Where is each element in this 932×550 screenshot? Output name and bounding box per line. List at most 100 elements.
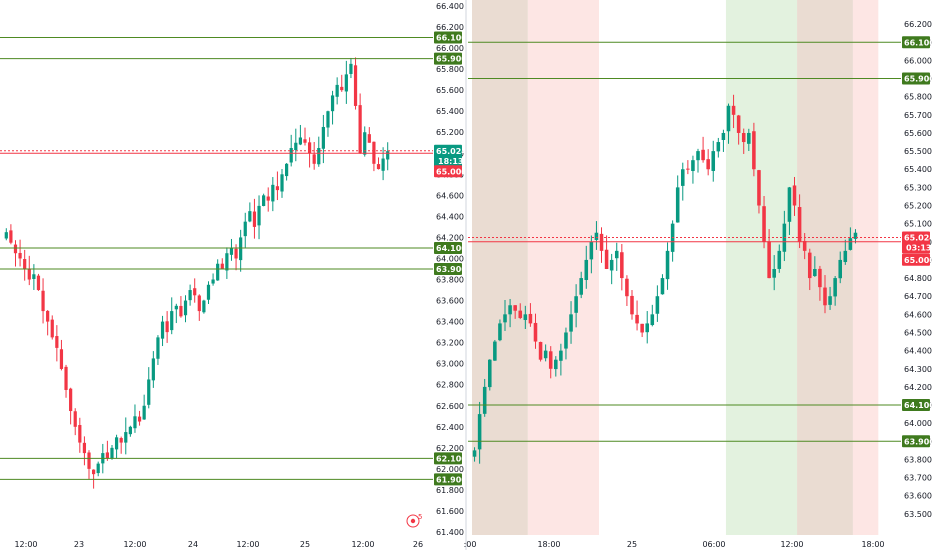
candle-body	[660, 278, 665, 295]
x-tick-label: 25	[300, 540, 310, 549]
level-price-tag	[434, 263, 462, 275]
candle-body	[64, 366, 68, 390]
candle-body	[41, 290, 45, 312]
candle-body	[160, 321, 165, 339]
candle-body	[87, 452, 91, 469]
candle-body	[206, 284, 211, 300]
candle-body	[307, 142, 312, 154]
level-price-tag-text: 61.900	[436, 475, 467, 484]
candle-body	[156, 337, 160, 359]
candle-body	[284, 163, 289, 177]
y-tick-label: 63.800	[904, 455, 932, 464]
candle-body	[358, 105, 362, 154]
candle-body	[174, 305, 178, 310]
candle-body	[680, 169, 685, 186]
candle-body	[777, 250, 782, 269]
candle-body	[691, 160, 695, 172]
y-tick-label: 66.200	[904, 20, 932, 29]
last-price-tag	[434, 144, 462, 167]
candle-body	[813, 269, 817, 277]
candle-body	[498, 323, 502, 341]
candle-body	[589, 241, 594, 260]
candle-body	[574, 296, 578, 313]
candle-body	[349, 63, 353, 74]
y-tick-label: 63.800	[436, 276, 464, 285]
candle-body	[18, 252, 22, 259]
x-tick-label: 12:00	[123, 540, 146, 549]
y-tick-label: 64.000	[436, 254, 464, 263]
y-tick-label: 65.600	[436, 86, 464, 95]
candle-body	[234, 248, 238, 259]
candle-body	[289, 148, 293, 163]
candle-body	[344, 74, 348, 92]
candle-body	[625, 278, 629, 297]
price-axis[interactable]	[901, 0, 931, 550]
candle-body	[142, 405, 146, 420]
y-tick-label: 63.200	[436, 339, 464, 348]
candle-body	[36, 275, 41, 291]
y-tick-label: 63.500	[904, 510, 932, 519]
y-tick-label: 63.400	[436, 318, 464, 327]
session-band-brown	[472, 0, 528, 535]
x-tick-label: 23	[74, 540, 84, 549]
x-tick-label: 18:00	[537, 540, 560, 549]
x-tick-label: 26	[413, 540, 423, 549]
candle-body	[326, 111, 330, 128]
y-tick-label: 65.500	[904, 147, 932, 156]
y-tick-label: 65.100	[904, 220, 932, 229]
candle-body	[650, 314, 655, 326]
candle-body	[266, 196, 270, 201]
candle-body	[741, 133, 746, 143]
candle-body	[330, 95, 335, 112]
candle-body	[823, 287, 827, 306]
candle-body	[472, 450, 477, 457]
y-tick-label: 65.800	[436, 65, 464, 74]
level-price-tag-text: 64.100	[436, 244, 467, 253]
level-price-tag	[434, 52, 462, 65]
level-price-tag-text: 65.900	[904, 75, 932, 84]
candle-body	[376, 164, 381, 170]
candle-body	[548, 351, 553, 369]
level-price-tag	[434, 31, 462, 44]
y-tick-label: 61.600	[436, 507, 464, 516]
candle-body	[594, 232, 599, 240]
candle-body	[137, 416, 142, 422]
y-tick-label: 64.800	[904, 274, 932, 283]
session-band-green	[725, 0, 798, 535]
candle-body	[59, 349, 64, 369]
candle-body	[503, 314, 507, 323]
candle-body	[381, 158, 385, 171]
level-price-tag	[902, 435, 930, 448]
candle-body	[252, 211, 257, 227]
y-tick-label: 63.000	[436, 360, 464, 369]
candle-body	[294, 142, 298, 151]
right-price-chart[interactable]: 63.500 63.600 63.700 63.800 63.900 64.000 64.1…	[464, 0, 932, 550]
candle-body	[165, 321, 169, 333]
candle-body	[170, 311, 174, 331]
candle-body	[696, 151, 700, 161]
reference-price-value: 65.000	[904, 256, 932, 265]
candle-body	[807, 252, 812, 279]
candle-body	[554, 359, 558, 370]
candle-body	[716, 142, 721, 152]
bar-countdown: 03:13	[906, 243, 931, 252]
y-tick-label: 61.800	[436, 486, 464, 495]
candle-body	[105, 452, 110, 459]
session-band-brown	[797, 0, 853, 535]
reference-price-tag	[902, 253, 930, 266]
candle-body	[271, 184, 275, 202]
candle-body	[487, 359, 492, 388]
left-price-chart[interactable]: 61.400 61.600 61.800 62.000 62.200 62.400 62.6…	[0, 0, 467, 550]
level-price-tag-text: 62.100	[436, 454, 467, 463]
candle-body	[853, 232, 858, 239]
y-tick-label: 65.600	[904, 129, 932, 138]
candle-body	[262, 195, 266, 206]
candle-body	[564, 332, 568, 349]
candle-body	[321, 126, 325, 149]
y-tick-label: 63.700	[904, 474, 932, 483]
candle-body	[838, 259, 843, 279]
candle-body	[69, 388, 73, 412]
candle-body	[188, 290, 192, 301]
candle-body	[620, 252, 624, 279]
y-tick-label: 64.600	[436, 191, 464, 200]
